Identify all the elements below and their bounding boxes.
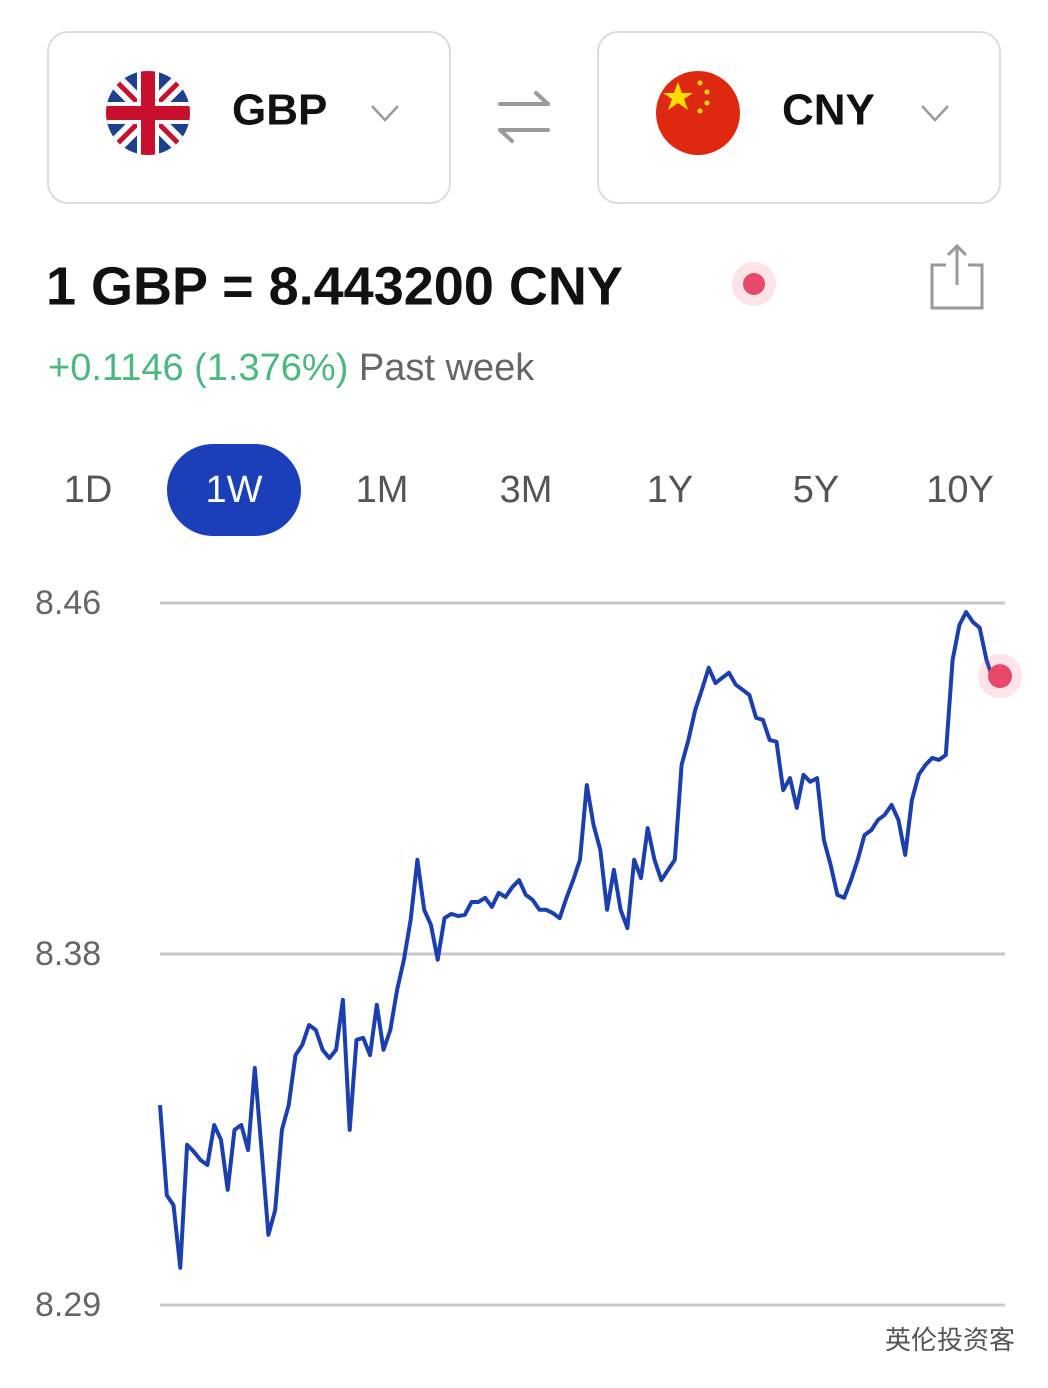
period-tab[interactable]: 1M	[356, 469, 409, 511]
live-indicator	[743, 273, 765, 295]
y-tick-label: 8.29	[35, 1286, 101, 1324]
period-tab[interactable]: 1D	[64, 469, 113, 511]
watermark: 英伦投资客	[885, 1325, 1015, 1355]
chevron-icon	[371, 105, 399, 122]
change-value: +0.1146 (1.376%)	[48, 347, 348, 389]
swap-button[interactable]	[498, 91, 550, 143]
period-tab[interactable]: 1Y	[647, 469, 693, 511]
price-line	[158, 610, 1001, 1270]
share-button[interactable]	[930, 243, 984, 310]
chevron-icon	[921, 105, 949, 122]
y-tick-label: 8.38	[35, 935, 101, 973]
change-period: Past week	[359, 347, 535, 389]
rate-text: 1 GBP = 8.443200 CNY	[46, 256, 623, 316]
period-tab[interactable]: 10Y	[926, 469, 994, 511]
from-code[interactable]: GBP	[232, 86, 327, 135]
period-tab[interactable]: 3M	[500, 469, 553, 511]
period-tab[interactable]: 1W	[206, 469, 263, 511]
period-tabs: 1D 1W 1M 3M 1Y 5Y 10Y	[64, 444, 994, 536]
from-selector[interactable]: GBP	[47, 31, 451, 204]
to-selector[interactable]: CNY	[597, 31, 1001, 204]
change-line: +0.1146 (1.376%) Past week	[48, 347, 535, 389]
period-tab[interactable]: 5Y	[793, 469, 839, 511]
to-code[interactable]: CNY	[782, 86, 875, 135]
y-tick-label: 8.46	[35, 584, 101, 622]
china-flag	[656, 71, 740, 155]
active-tab-pill[interactable]	[167, 444, 301, 536]
last-point	[988, 664, 1012, 689]
chart: 8.29 8.38 8.46	[35, 584, 1022, 1324]
